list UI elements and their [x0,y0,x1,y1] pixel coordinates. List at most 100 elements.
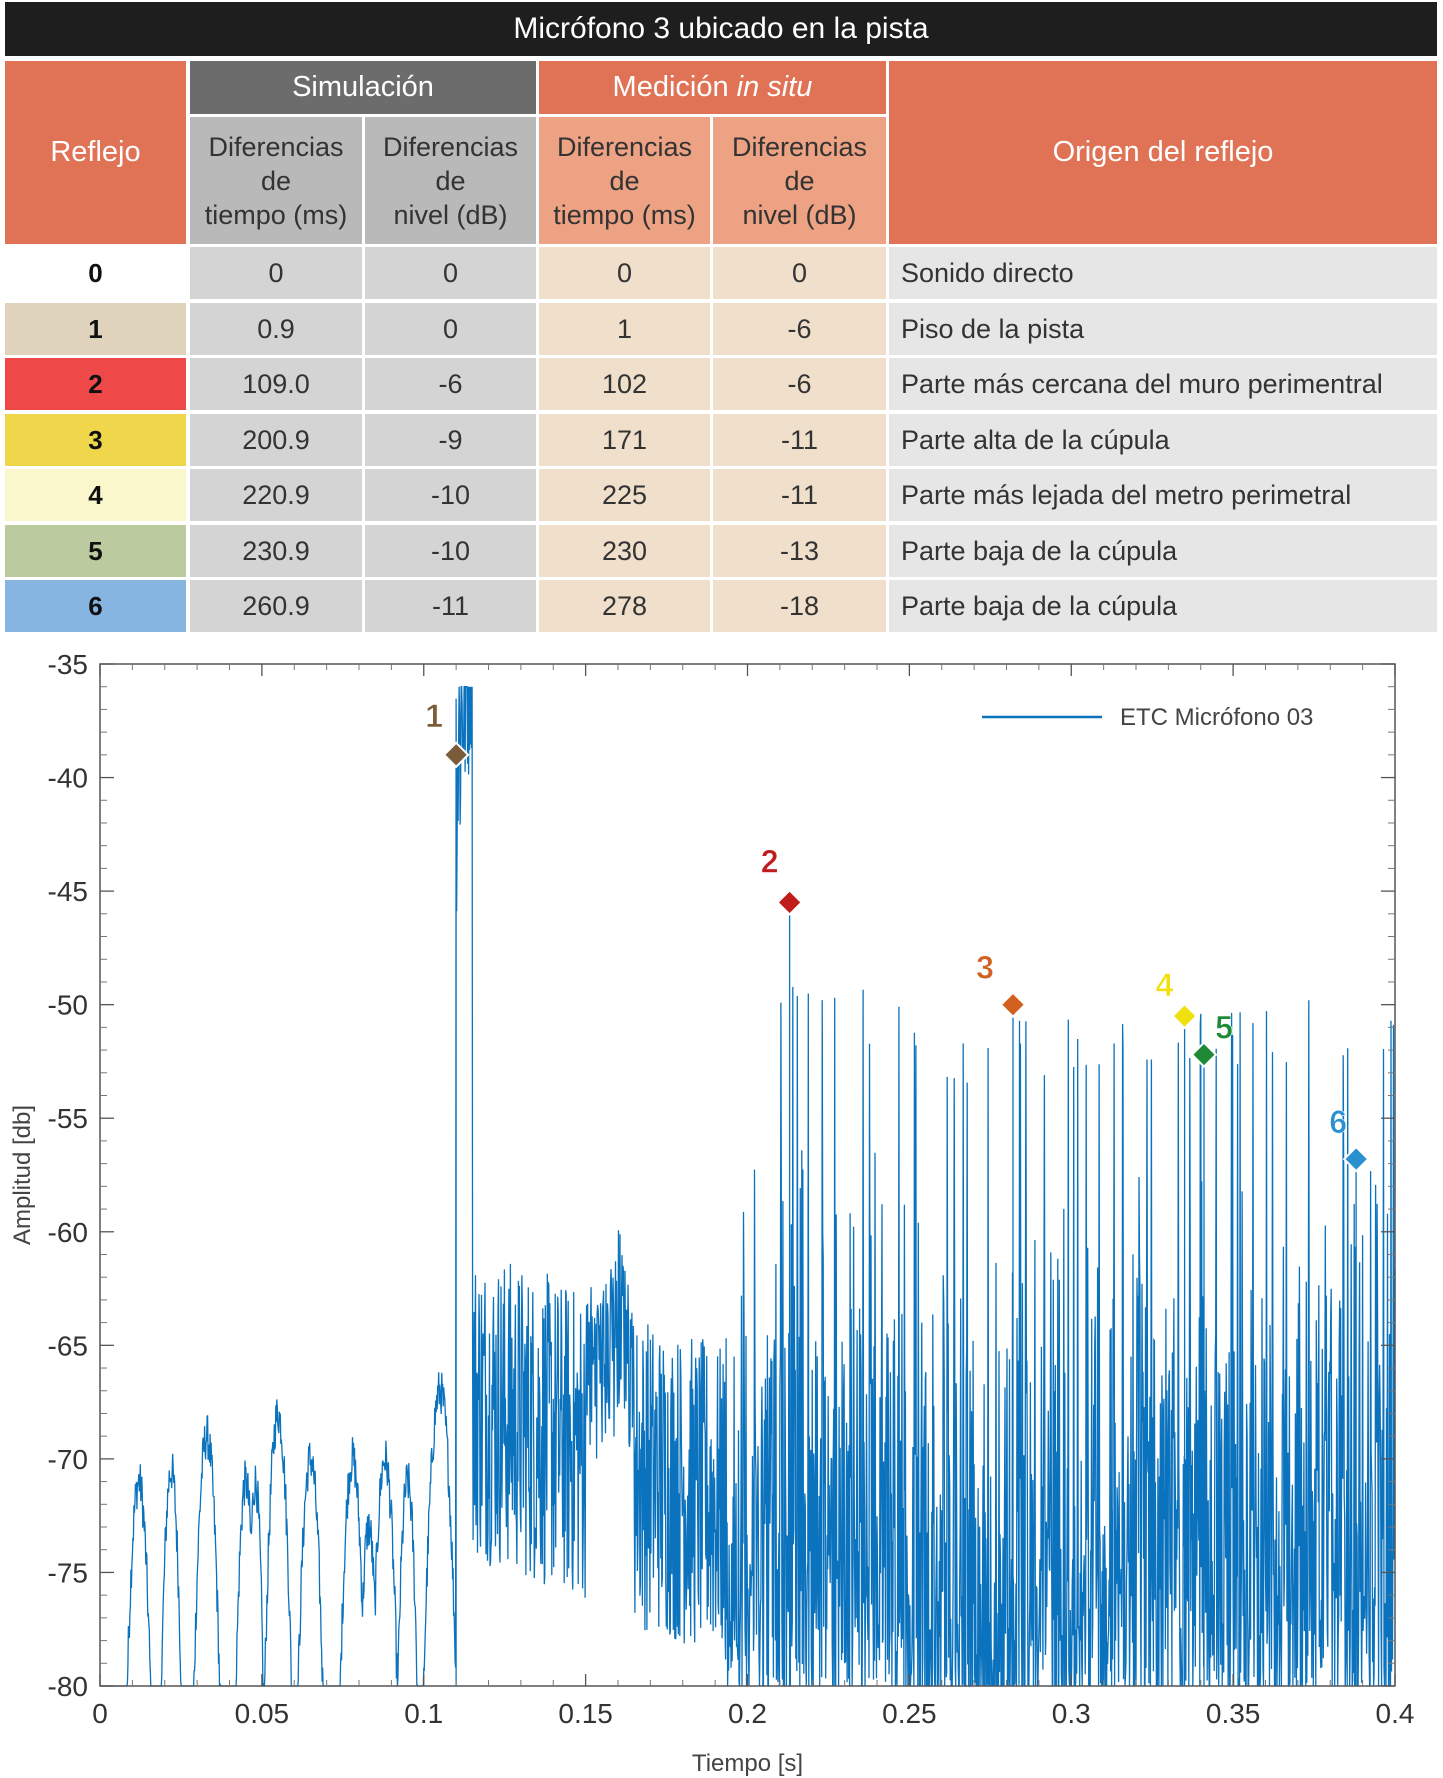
marker-4 [1171,1002,1198,1030]
header-reflejo: Reflejo [5,61,186,244]
header-origen: Origen del reflejo [889,61,1437,244]
subheader-line: Diferencias [731,131,868,162]
row-4-origen: Parte más lejada del metro perimetral [889,469,1437,521]
subheader-line: nivel (dB) [393,199,508,230]
marker-label-3: 3 [976,950,994,986]
row-3-med-tiempo: 171 [539,414,710,466]
row-6-sim-tiempo: 260.9 [190,580,362,632]
subheader-line: de [609,165,640,196]
subheader-line: Diferencias [208,131,344,162]
row-3-med-nivel: -11 [713,414,886,466]
y-tick-label: -35 [48,649,88,680]
row-2-med-tiempo: 102 [539,358,710,410]
marker-6 [1342,1145,1370,1173]
row-1-reflejo: 1 [5,303,186,355]
x-tick-label: 0.35 [1206,1698,1261,1729]
row-5-origen: Parte baja de la cúpula [889,525,1437,577]
x-tick-label: 0.1 [404,1698,443,1729]
x-axis-label: Tiempo [s] [692,1750,803,1777]
row-2-reflejo: 2 [5,358,186,410]
subheader-line: tiempo (ms) [553,199,696,230]
y-tick-label: -50 [48,990,88,1021]
header-medicion-text: Medición [612,71,737,103]
row-1-origen: Piso de la pista [889,303,1437,355]
row-1-sim-nivel: 0 [365,303,536,355]
marker-label-4: 4 [1156,967,1174,1003]
row-2-sim-nivel: -6 [365,358,536,410]
row-2-origen: Parte más cercana del muro perimentral [889,358,1437,410]
row-5-sim-nivel: -10 [365,525,536,577]
subheader-line: de [784,165,815,196]
row-2-med-nivel: -6 [713,358,886,410]
y-tick-label: -75 [48,1557,88,1588]
y-tick-label: -60 [48,1217,88,1248]
header-simulacion: Simulación [190,61,536,114]
row-1-med-nivel: -6 [713,303,886,355]
row-4-sim-tiempo: 220.9 [190,469,362,521]
row-1-med-tiempo: 1 [539,303,710,355]
subheader-sim-nivel: Diferencias de nivel (dB) [365,117,536,244]
subheader-line: Diferencias [556,131,693,162]
x-tick-label: 0 [92,1698,108,1729]
marker-label-6: 6 [1329,1104,1347,1140]
subheader-med-tiempo: Diferencias de tiempo (ms) [539,117,710,244]
subheader-line: nivel (dB) [742,199,857,230]
y-tick-label: -55 [48,1103,88,1134]
y-tick-label: -40 [48,763,88,794]
row-3-origen: Parte alta de la cúpula [889,414,1437,466]
row-6-reflejo: 6 [5,580,186,632]
row-5-reflejo: 5 [5,525,186,577]
row-4-med-nivel: -11 [713,469,886,521]
subheader-line: Diferencias [382,131,519,162]
row-0-sim-nivel: 0 [365,247,536,299]
row-5-med-nivel: -13 [713,525,886,577]
row-3-sim-tiempo: 200.9 [190,414,362,466]
marker-1 [442,741,470,769]
row-4-reflejo: 4 [5,469,186,521]
marker-5 [1190,1041,1218,1069]
marker-label-1: 1 [425,698,443,734]
row-6-med-nivel: -18 [713,580,886,632]
y-tick-label: -45 [48,876,88,907]
row-0-sim-tiempo: 0 [190,247,362,299]
row-5-med-tiempo: 230 [539,525,710,577]
row-5-sim-tiempo: 230.9 [190,525,362,577]
row-0-origen: Sonido directo [889,247,1437,299]
row-6-sim-nivel: -11 [365,580,536,632]
y-tick-label: -80 [48,1671,88,1702]
row-0-med-tiempo: 0 [539,247,710,299]
marker-label-5: 5 [1215,1010,1233,1046]
y-tick-label: -70 [48,1444,88,1475]
marker-3 [999,991,1027,1019]
x-tick-label: 0.4 [1376,1698,1415,1729]
row-4-med-tiempo: 225 [539,469,710,521]
row-2-sim-tiempo: 109.0 [190,358,362,410]
row-6-origen: Parte baja de la cúpula [889,580,1437,632]
row-1-sim-tiempo: 0.9 [190,303,362,355]
table-title: Micrófono 3 ubicado en la pista [5,2,1437,56]
subheader-line: tiempo (ms) [204,199,348,230]
x-tick-label: 0.15 [558,1698,613,1729]
row-0-med-nivel: 0 [713,247,886,299]
subheader-med-nivel: Diferencias de nivel (dB) [713,117,886,244]
row-3-reflejo: 3 [5,414,186,466]
x-tick-label: 0.3 [1052,1698,1091,1729]
x-tick-label: 0.05 [235,1698,290,1729]
series-line [100,686,1396,1688]
row-3-sim-nivel: -9 [365,414,536,466]
etc-chart: 0 0.05 0.1 0.15 0.2 0.25 0.3 0.35 0.4 -35 -40 -45 -5… [9,649,1415,1777]
marker-label-2: 2 [761,843,779,879]
row-0-reflejo: 0 [5,247,186,299]
y-tick-label: -65 [48,1330,88,1361]
subheader-line: de [260,165,292,196]
header-medicion: Medición in situ [539,61,886,114]
marker-2 [776,889,804,916]
subheader-line: de [435,165,466,196]
header-medicion-italic: in situ [736,71,813,103]
row-6-med-tiempo: 278 [539,580,710,632]
subheader-sim-tiempo: Diferencias de tiempo (ms) [190,117,362,244]
row-4-sim-nivel: -10 [365,469,536,521]
x-tick-label: 0.2 [728,1698,767,1729]
x-tick-label: 0.25 [882,1698,937,1729]
y-axis-label: Amplitud [db] [9,1105,36,1245]
